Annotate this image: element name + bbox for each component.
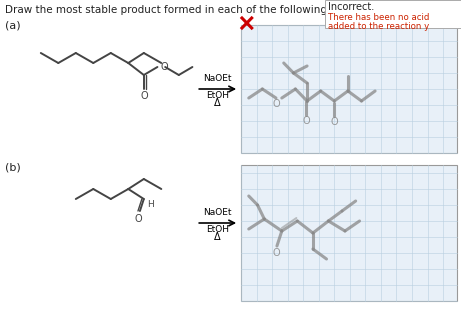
Text: Incorrect.: Incorrect.	[328, 2, 374, 12]
Text: Δ: Δ	[214, 98, 221, 108]
Bar	[241, 25, 457, 153]
Text: NaOEt: NaOEt	[203, 208, 232, 217]
Text: EtOH: EtOH	[206, 225, 229, 234]
Text: O: O	[160, 62, 168, 72]
Text: NaOEt: NaOEt	[203, 74, 232, 83]
Text: added to the reaction y: added to the reaction y	[328, 22, 430, 31]
Text: (a): (a)	[5, 20, 20, 30]
Text: O: O	[272, 99, 280, 109]
Text: O: O	[330, 117, 338, 127]
Text: (b): (b)	[5, 162, 20, 172]
Text: EtOH: EtOH	[206, 91, 229, 100]
Text: O: O	[134, 214, 142, 224]
Text: H: H	[147, 200, 154, 209]
Text: O: O	[140, 91, 147, 101]
Text: O: O	[302, 116, 310, 126]
Text: Draw the most stable product formed in each of the following reactions.: Draw the most stable product formed in e…	[5, 5, 382, 15]
Bar	[325, 0, 461, 28]
Text: O: O	[272, 248, 280, 258]
Text: There has been no acid: There has been no acid	[328, 13, 430, 22]
Text: Δ: Δ	[214, 232, 221, 242]
Bar	[241, 165, 457, 301]
